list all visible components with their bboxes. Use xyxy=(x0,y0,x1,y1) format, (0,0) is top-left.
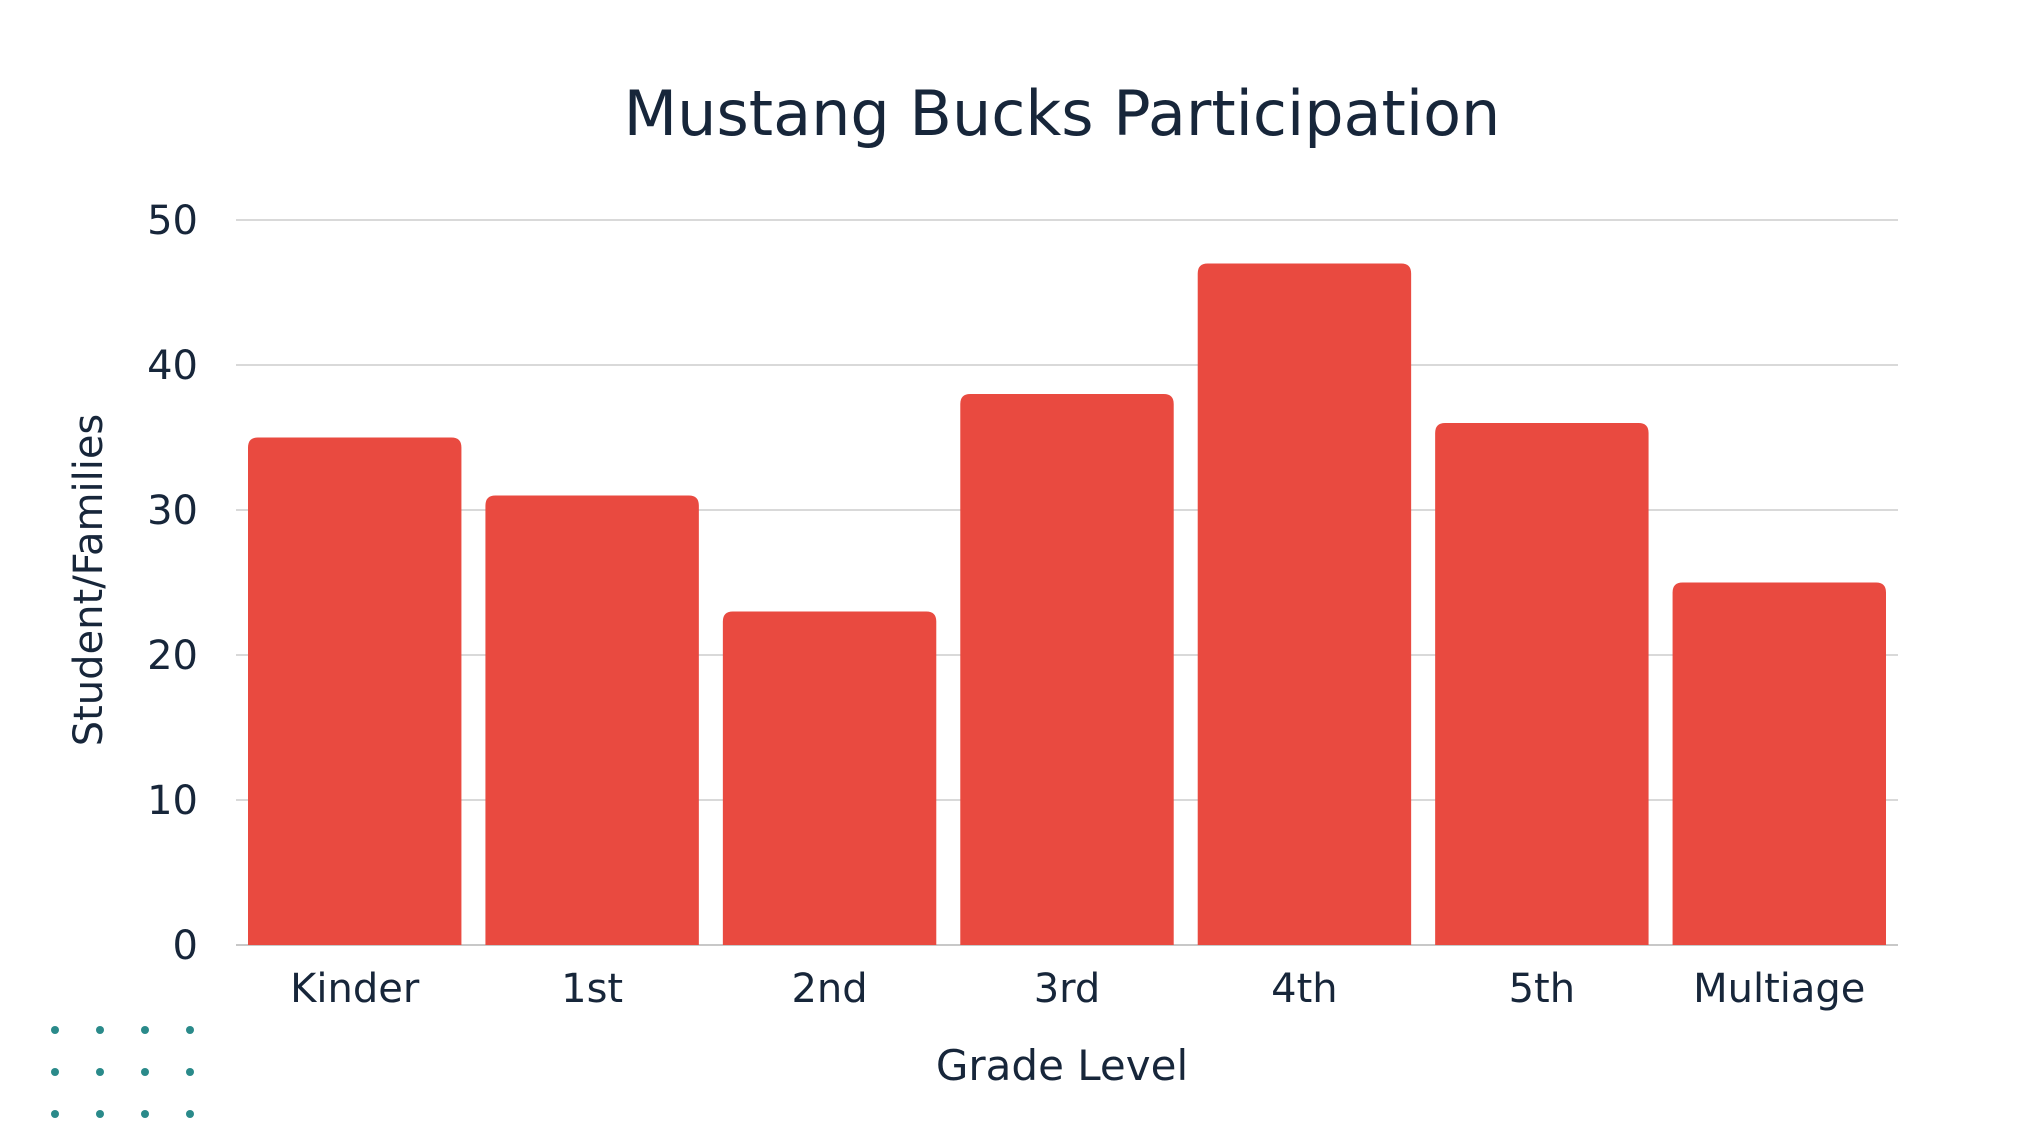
decor-dot xyxy=(141,1068,149,1076)
x-tick-label: Kinder xyxy=(290,966,420,1012)
x-tick-label: 5th xyxy=(1509,966,1575,1012)
bar xyxy=(485,495,699,945)
x-tick-label: 3rd xyxy=(1034,966,1101,1012)
y-tick-label: 40 xyxy=(147,343,198,389)
bar xyxy=(1672,582,1886,945)
bar xyxy=(960,394,1174,945)
x-tick-label: 4th xyxy=(1271,966,1337,1012)
x-tick-label: Multiage xyxy=(1693,966,1865,1012)
y-tick-label: 30 xyxy=(147,488,198,534)
y-tick-label: 0 xyxy=(173,923,198,969)
decor-dot xyxy=(186,1026,194,1034)
x-axis-label: Grade Level xyxy=(936,1041,1188,1090)
bar xyxy=(1435,423,1649,945)
bar xyxy=(1197,263,1412,945)
bar xyxy=(722,611,937,945)
y-tick-label: 20 xyxy=(147,633,198,679)
y-axis-label: Student/Families xyxy=(66,414,112,747)
bar xyxy=(248,437,462,945)
decor-dot xyxy=(96,1110,104,1118)
chart-title: Mustang Bucks Participation xyxy=(624,77,1501,150)
decor-dot xyxy=(51,1026,59,1034)
decor-dot xyxy=(96,1068,104,1076)
decor-dot xyxy=(186,1110,194,1118)
y-axis-tick-labels: 0 10 20 30 40 50 xyxy=(147,198,198,969)
x-tick-label: 2nd xyxy=(791,966,867,1012)
y-tick-label: 50 xyxy=(147,198,198,244)
x-axis-tick-labels: Kinder 1st 2nd 3rd 4th 5th Multiage xyxy=(290,966,1865,1012)
y-tick-label: 10 xyxy=(147,778,198,824)
decor-dot xyxy=(96,1026,104,1034)
bars xyxy=(248,263,1886,945)
decor-dot xyxy=(141,1026,149,1034)
dot-grid-icon xyxy=(51,1026,194,1118)
decor-dot xyxy=(51,1110,59,1118)
decor-dot xyxy=(51,1068,59,1076)
decor-dot xyxy=(186,1068,194,1076)
decor-dot xyxy=(141,1110,149,1118)
x-tick-label: 1st xyxy=(561,966,623,1012)
